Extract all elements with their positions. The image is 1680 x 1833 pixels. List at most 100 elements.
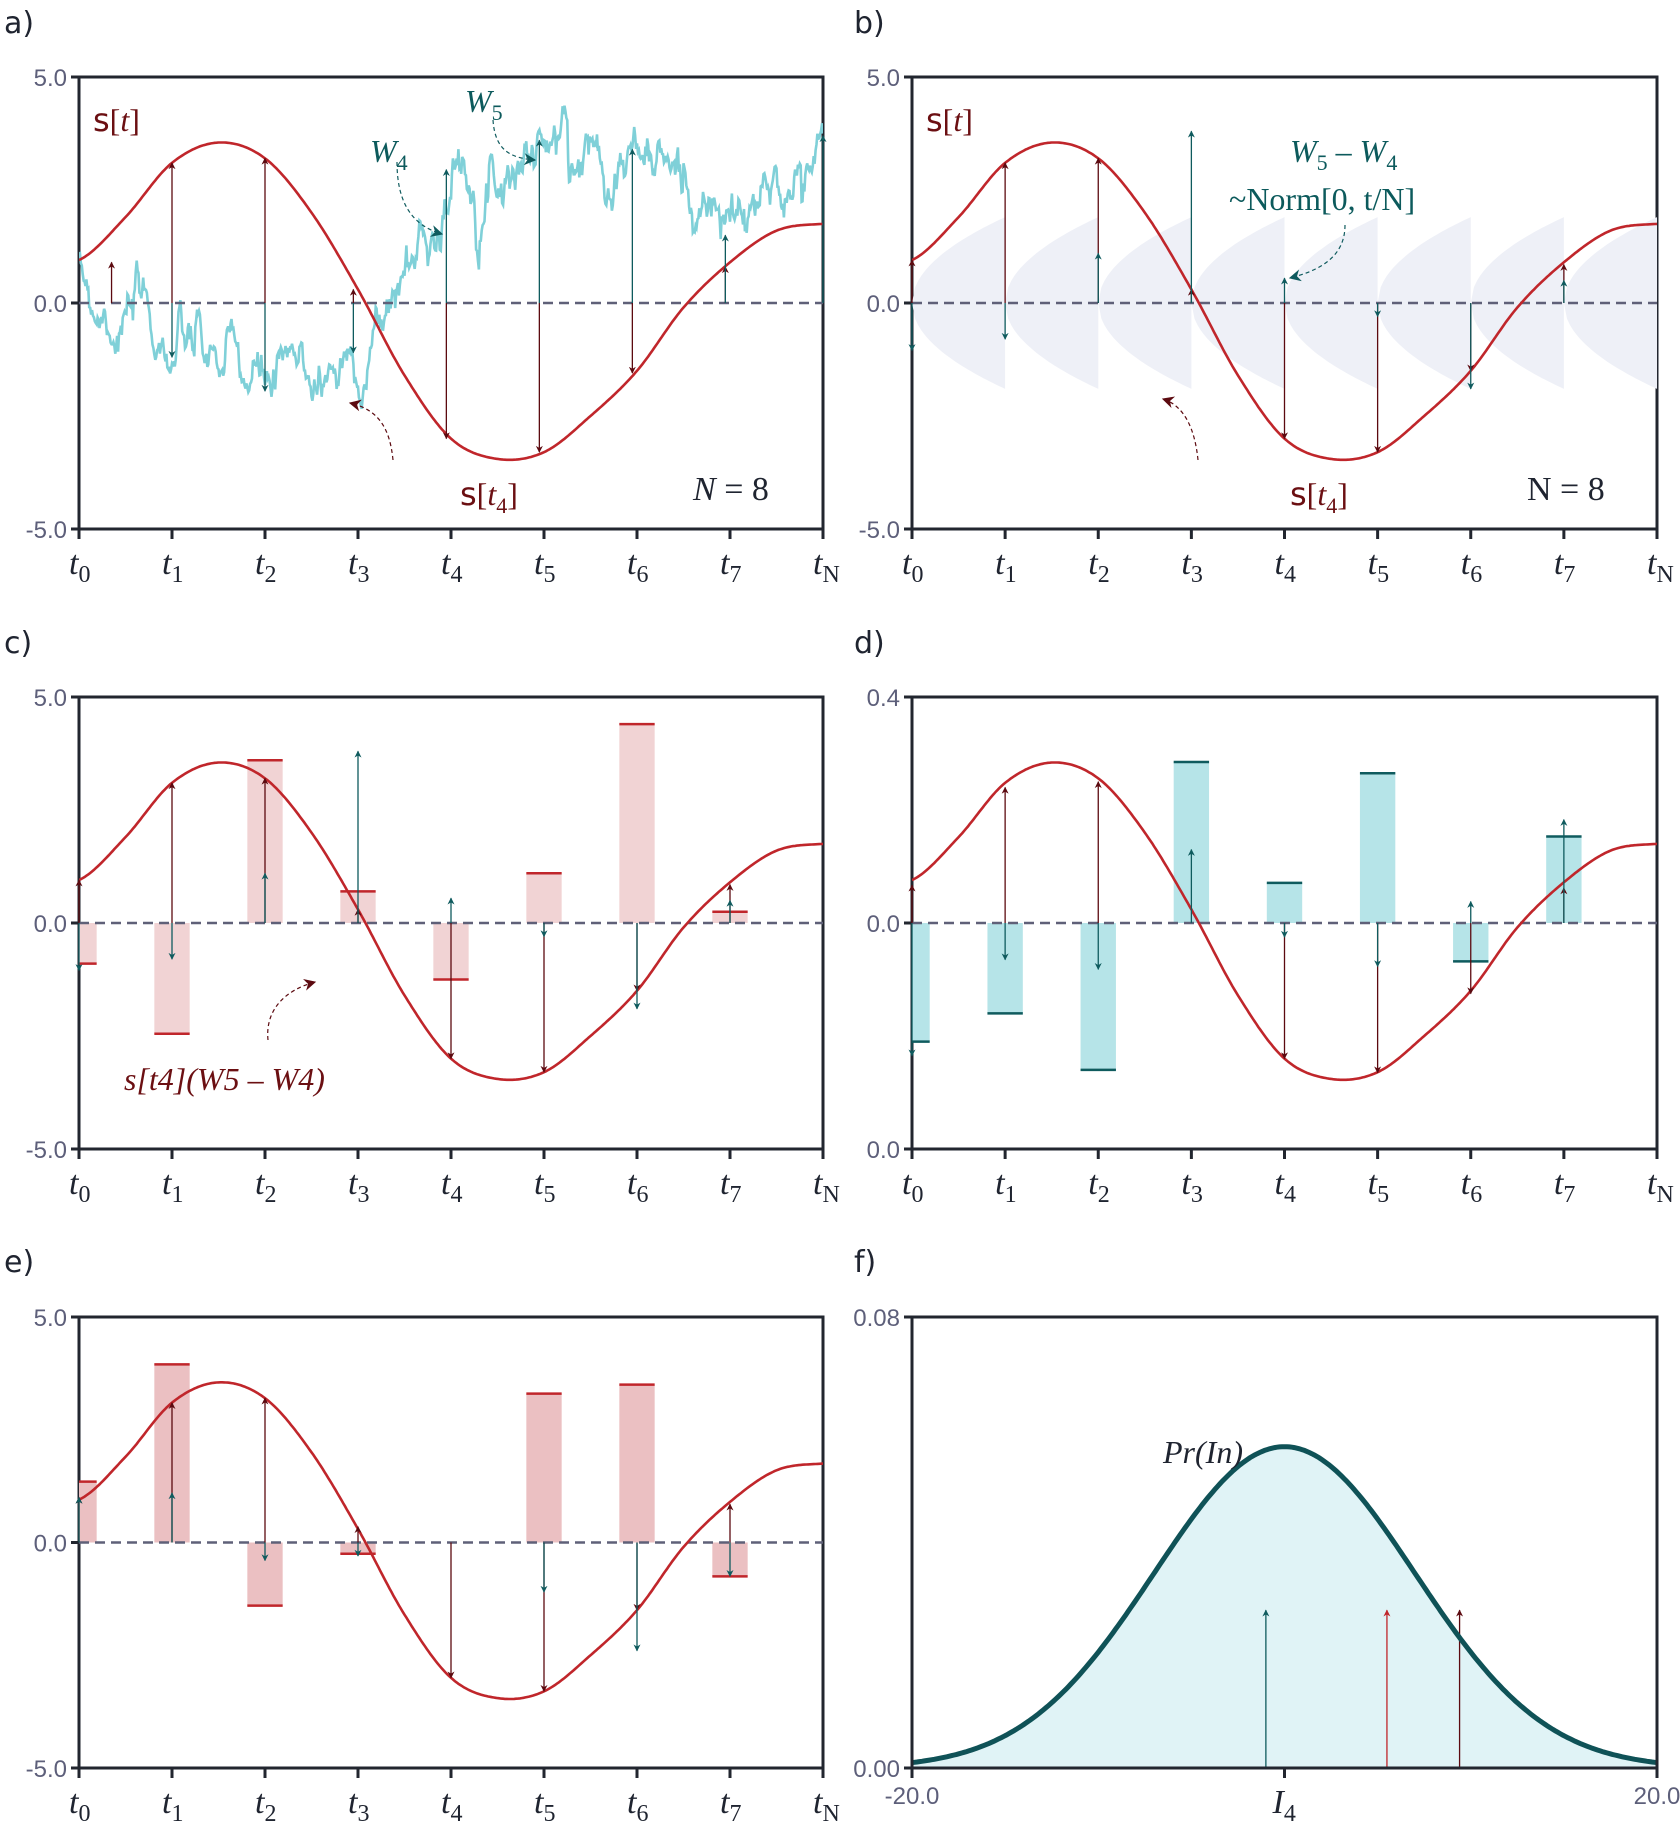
x-tick-label: t1 — [162, 1784, 183, 1827]
x-tick-label: t4 — [441, 1784, 462, 1827]
x-tick-label: 20.0 — [1634, 1783, 1680, 1810]
panel-b: 5.0 0.0 -5.0t0 t1 t2 t3 t4 t5 t6 t7 tN — [859, 65, 1674, 588]
x-tick-label: t4 — [1275, 545, 1296, 588]
y-tick-label: 0.00 — [853, 1756, 900, 1783]
y-tick-label: -5.0 — [26, 1137, 67, 1164]
annotations-c: s[t4](W5 – W4) — [124, 978, 325, 1097]
x-tick-label: t3 — [348, 1165, 369, 1208]
x-tick-label: t7 — [1554, 1165, 1575, 1208]
s-t4-pointer-arrow-b — [1161, 396, 1199, 461]
product-pointer-arrow — [267, 978, 317, 1041]
panel-label-a: a) — [4, 6, 34, 41]
x-tick-label: t6 — [1461, 1165, 1482, 1208]
x-tick-label: tN — [813, 1165, 840, 1208]
w-diff-label: W5 – W4 — [1290, 133, 1397, 175]
product-bar — [526, 873, 562, 923]
panel-e: 5.0 0.0 -5.0t0 t1 t2 t3 t4 t5 t6 t7 tN — [26, 1305, 840, 1827]
x-tick-label: t5 — [1368, 545, 1389, 588]
y-tick-label: 5.0 — [34, 65, 67, 92]
variance-band — [912, 217, 1006, 389]
w4-pointer-arrow — [396, 161, 444, 237]
y-tick-label: 0.08 — [853, 1305, 900, 1332]
variance-band — [1005, 217, 1099, 389]
x-tick-label: t7 — [720, 1165, 741, 1208]
x-tick-label: tN — [1647, 545, 1674, 588]
y-tick-label: 0.0 — [34, 1531, 67, 1558]
y-tick-label: 0.0 — [34, 291, 67, 318]
y-tick-label: -5.0 — [26, 517, 67, 544]
w5-pointer-arrow — [492, 119, 537, 166]
x-tick-label: t4 — [1275, 1165, 1296, 1208]
s-t4-label: s[t4] — [460, 475, 518, 518]
product-bar — [79, 923, 97, 964]
x-tick-label: t7 — [720, 1784, 741, 1827]
s-t-label-b: s[t] — [926, 101, 973, 139]
x-tick-label: t3 — [1181, 1165, 1202, 1208]
x-tick-label: t1 — [162, 1165, 183, 1208]
y-tick-label: 0.0 — [867, 1137, 900, 1164]
variance-band — [1470, 217, 1564, 389]
n-equals-label-b: N = 8 — [1527, 471, 1605, 508]
x-tick-label: t2 — [255, 545, 276, 588]
x-tick-label: t1 — [995, 545, 1016, 588]
x-tick-label: t0 — [69, 1165, 90, 1208]
x-tick-label: t4 — [441, 545, 462, 588]
x-tick-label: t6 — [1461, 545, 1482, 588]
y-tick-label: 0.0 — [867, 911, 900, 938]
x-tick-label: t2 — [1088, 545, 1109, 588]
panel-label-f: f) — [854, 1245, 876, 1280]
x-tick-label: t0 — [902, 1165, 923, 1208]
product-bar — [619, 1384, 655, 1543]
product-bar — [619, 724, 655, 923]
panel-label-b: b) — [854, 6, 885, 41]
panel-label-e: e) — [4, 1245, 34, 1280]
annotations-b: s[t] W5 – W4 ~Norm[0, t/N] s[t4] N = 8 — [926, 101, 1605, 518]
product-bar — [1359, 773, 1396, 923]
x-tick-label: t5 — [534, 545, 555, 588]
product-bar — [526, 1393, 562, 1543]
x-tick-label: tN — [813, 545, 840, 588]
x-tick-label: t3 — [348, 1784, 369, 1827]
y-tick-label: -5.0 — [859, 517, 900, 544]
norm-label: ~Norm[0, t/N] — [1229, 181, 1415, 217]
y-tick-label: 5.0 — [34, 685, 67, 712]
variance-band — [1563, 217, 1657, 389]
panel-c: 5.0 0.0 -5.0t0 t1 t2 t3 t4 t5 t6 t7 tN — [26, 685, 840, 1208]
x-tick-label: t5 — [534, 1165, 555, 1208]
product-label: s[t4](W5 – W4) — [124, 1061, 325, 1097]
x-tick-label: t2 — [255, 1784, 276, 1827]
panel-a: 5.0 0.0 -5.0t0 t1 t2 t3 t4 t5 t6 t7 tN — [26, 65, 840, 588]
x-tick-label: t6 — [627, 1784, 648, 1827]
w5-label: W5 — [465, 83, 503, 125]
w4-label: W4 — [370, 133, 408, 175]
x-tick-label: t3 — [1181, 545, 1202, 588]
x-tick-label: t3 — [348, 545, 369, 588]
panel-f: 0.08 0.00-20.0 20.0 I4 — [853, 1305, 1680, 1827]
norm-pointer-arrow — [1288, 224, 1346, 282]
y-tick-label: 0.4 — [867, 685, 900, 712]
x-tick-label: -20.0 — [885, 1783, 940, 1810]
s-t-label: s[t] — [93, 101, 140, 139]
gaussian-area — [912, 1446, 1657, 1768]
annotations-f: Pr(In) — [1162, 1434, 1243, 1470]
s-t4-label-b: s[t4] — [1290, 475, 1348, 518]
x-tick-label: tN — [1647, 1165, 1674, 1208]
x-tick-label: t1 — [995, 1165, 1016, 1208]
x-tick-label: t0 — [902, 545, 923, 588]
annotations-a: s[t] W5 W4 s[t4] N = 8 — [93, 83, 769, 518]
panel-d: 0.40.00.0t0 t1 t2 t3 t4 t5 t6 t7 tN — [867, 685, 1674, 1208]
x-tick-label: t2 — [1088, 1165, 1109, 1208]
s-curve — [79, 141, 823, 462]
n-equals-label: N = 8 — [692, 471, 769, 508]
x-tick-label: t7 — [1554, 545, 1575, 588]
y-tick-label: 0.0 — [34, 911, 67, 938]
x-tick-label: t7 — [720, 545, 741, 588]
x-tick-label: t4 — [441, 1165, 462, 1208]
s-t4-pointer-arrow — [348, 399, 394, 461]
brownian-path — [79, 105, 823, 410]
gaussian-curve — [911, 1444, 1658, 1766]
product-bar — [912, 923, 930, 1042]
x-tick-label: t5 — [534, 1784, 555, 1827]
product-bar — [1266, 882, 1303, 923]
